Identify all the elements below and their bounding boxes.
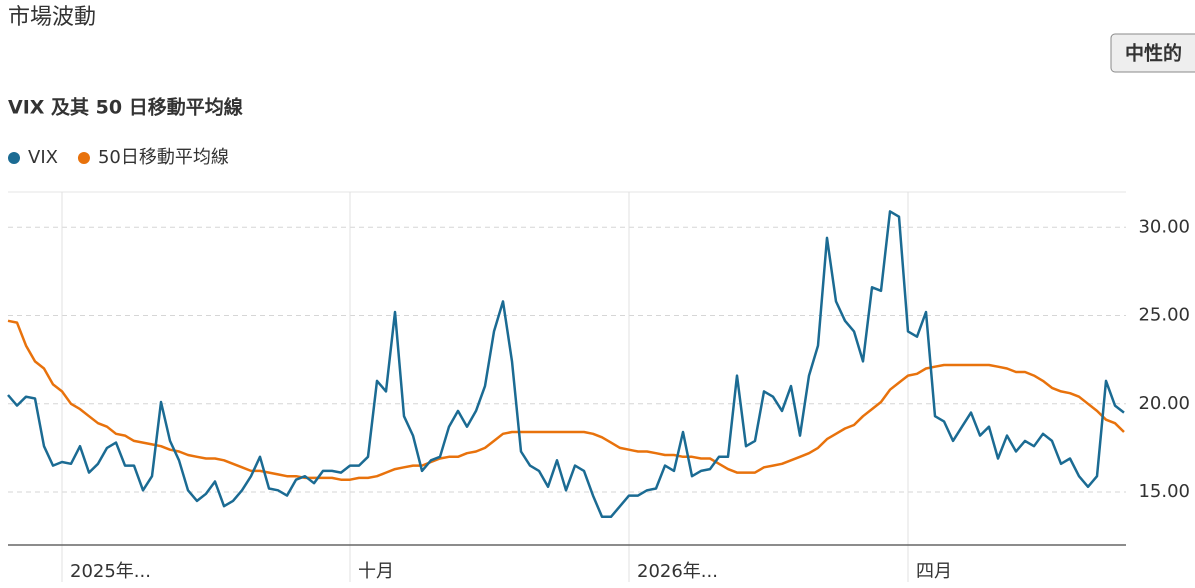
x-tick-label: 2026年... [637, 561, 718, 582]
legend: VIX 50日移動平均線 [8, 147, 229, 168]
x-tick-label: 2025年... [70, 561, 151, 582]
plot: 15.00 20.00 25.00 30.00 2025年... 十月 2026年... 四月 [7, 191, 1190, 582]
button-bg[interactable] [1110, 33, 1195, 73]
y-tick-label: 20.00 [1138, 393, 1190, 414]
button-label[interactable]: 中性的 [1125, 42, 1182, 65]
mood-button[interactable]: 中性的 [1110, 33, 1195, 73]
legend-marker [8, 152, 20, 164]
x-tick-label: 四月 [916, 561, 952, 582]
y-tick-label: 30.00 [1138, 216, 1190, 237]
series-line [7, 210, 1125, 519]
y-tick-label: 15.00 [1138, 481, 1190, 502]
x-tick-label: 十月 [358, 561, 394, 582]
page-title: 市場波動 [8, 5, 96, 30]
legend-label: 50日移動平均線 [98, 147, 229, 168]
legend-marker [77, 152, 90, 164]
legend-label: VIX [28, 147, 58, 168]
series-line [7, 319, 1125, 481]
chart-title: VIX 及其 50 日移動平均線 [8, 96, 243, 119]
y-tick-label: 25.00 [1138, 305, 1190, 326]
